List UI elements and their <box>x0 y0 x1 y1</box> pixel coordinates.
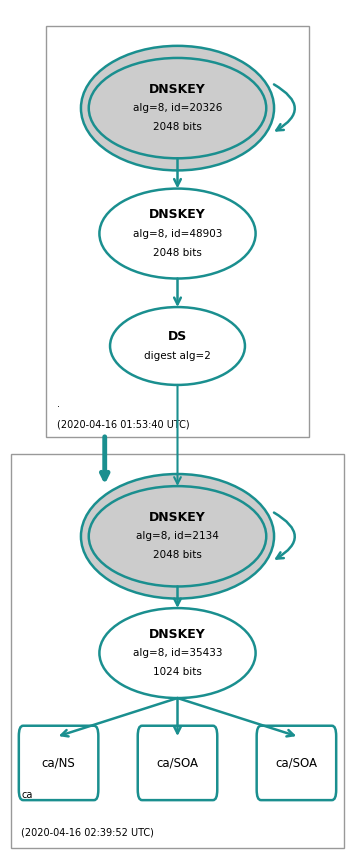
Text: .: . <box>57 399 60 409</box>
Text: 2048 bits: 2048 bits <box>153 550 202 561</box>
FancyBboxPatch shape <box>257 726 336 800</box>
Text: DNSKEY: DNSKEY <box>149 208 206 221</box>
FancyArrowPatch shape <box>274 85 295 131</box>
Text: alg=8, id=2134: alg=8, id=2134 <box>136 531 219 541</box>
Ellipse shape <box>99 608 256 698</box>
Text: 1024 bits: 1024 bits <box>153 667 202 677</box>
Text: digest alg=2: digest alg=2 <box>144 350 211 361</box>
Text: 2048 bits: 2048 bits <box>153 122 202 132</box>
Text: DS: DS <box>168 330 187 343</box>
Text: ca: ca <box>21 790 33 800</box>
Text: DNSKEY: DNSKEY <box>149 510 206 524</box>
Ellipse shape <box>81 474 274 599</box>
Ellipse shape <box>99 189 256 279</box>
Text: ca/SOA: ca/SOA <box>275 756 317 770</box>
Ellipse shape <box>110 307 245 385</box>
Text: 2048 bits: 2048 bits <box>153 247 202 258</box>
Text: (2020-04-16 01:53:40 UTC): (2020-04-16 01:53:40 UTC) <box>57 420 190 430</box>
FancyBboxPatch shape <box>19 726 98 800</box>
Ellipse shape <box>89 486 266 586</box>
FancyBboxPatch shape <box>138 726 217 800</box>
FancyArrowPatch shape <box>274 513 295 559</box>
Text: ca/NS: ca/NS <box>42 756 76 770</box>
Text: (2020-04-16 02:39:52 UTC): (2020-04-16 02:39:52 UTC) <box>21 827 154 837</box>
FancyBboxPatch shape <box>11 454 344 848</box>
FancyBboxPatch shape <box>46 26 309 437</box>
Text: ca/SOA: ca/SOA <box>157 756 198 770</box>
Text: DNSKEY: DNSKEY <box>149 82 206 96</box>
Ellipse shape <box>81 46 274 170</box>
Text: alg=8, id=35433: alg=8, id=35433 <box>133 648 222 658</box>
Text: DNSKEY: DNSKEY <box>149 627 206 641</box>
Ellipse shape <box>89 58 266 158</box>
Text: alg=8, id=20326: alg=8, id=20326 <box>133 103 222 113</box>
Text: alg=8, id=48903: alg=8, id=48903 <box>133 228 222 239</box>
